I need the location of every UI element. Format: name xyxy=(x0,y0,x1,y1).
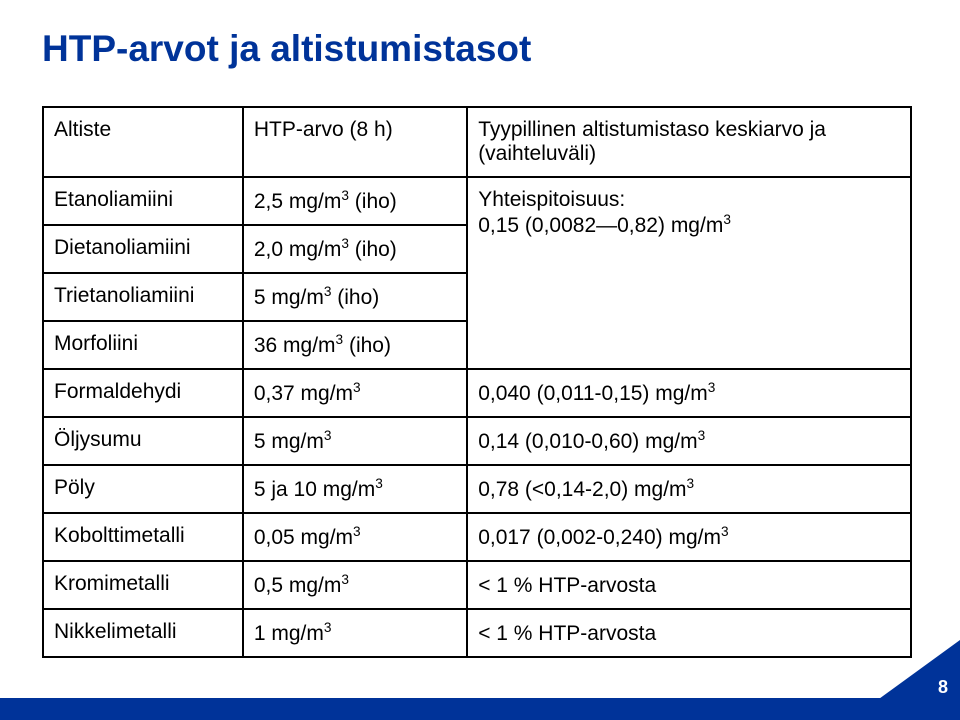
data-table: Altiste HTP-arvo (8 h) Tyypillinen altis… xyxy=(42,106,912,658)
val-pre: 5 mg/m xyxy=(254,286,324,309)
res-pre: < 1 % HTP-arvosta xyxy=(478,622,656,645)
slide: HTP-arvot ja altistumistasot Altiste HTP… xyxy=(0,0,960,658)
val-sup: 3 xyxy=(353,524,361,539)
cell-htp-value: 2,5 mg/m3 (iho) xyxy=(243,177,467,225)
val-pre: 2,0 mg/m xyxy=(254,238,342,261)
val-sup: 3 xyxy=(336,332,344,347)
cell-merged-result: Yhteispitoisuus: 0,15 (0,0082—0,82) mg/m… xyxy=(467,177,911,369)
cell-htp-value: 2,0 mg/m3 (iho) xyxy=(243,225,467,273)
footer-bar xyxy=(0,698,960,720)
cell-substance: Kobolttimetalli xyxy=(43,513,243,561)
res-sup: 3 xyxy=(698,428,706,443)
cell-result: 0,14 (0,010-0,60) mg/m3 xyxy=(467,417,911,465)
cell-substance: Morfoliini xyxy=(43,321,243,369)
cell-substance: Dietanoliamiini xyxy=(43,225,243,273)
val-pre: 2,5 mg/m xyxy=(254,190,342,213)
cell-substance: Trietanoliamiini xyxy=(43,273,243,321)
cell-substance: Formaldehydi xyxy=(43,369,243,417)
res-sup: 3 xyxy=(721,524,729,539)
cell-result: 0,78 (<0,14-2,0) mg/m3 xyxy=(467,465,911,513)
res-pre: 0,14 (0,010-0,60) mg/m xyxy=(478,430,697,453)
val-sup: 3 xyxy=(324,428,332,443)
val-pre: 0,37 mg/m xyxy=(254,382,353,405)
val-sup: 3 xyxy=(353,380,361,395)
table-header-row: Altiste HTP-arvo (8 h) Tyypillinen altis… xyxy=(43,107,911,177)
cell-htp-value: 5 mg/m3 xyxy=(243,417,467,465)
slide-title: HTP-arvot ja altistumistasot xyxy=(42,28,918,70)
cell-htp-value: 0,37 mg/m3 xyxy=(243,369,467,417)
table-row: Kobolttimetalli 0,05 mg/m3 0,017 (0,002-… xyxy=(43,513,911,561)
res-sup: 3 xyxy=(687,476,695,491)
table-row: Etanoliamiini 2,5 mg/m3 (iho) Yhteispito… xyxy=(43,177,911,225)
cell-htp-value: 1 mg/m3 xyxy=(243,609,467,657)
cell-substance: Nikkelimetalli xyxy=(43,609,243,657)
cell-htp-value: 36 mg/m3 (iho) xyxy=(243,321,467,369)
val-post: (iho) xyxy=(349,238,397,261)
merged-line1: Yhteispitoisuus: xyxy=(478,188,625,211)
res-sup: 3 xyxy=(708,380,716,395)
cell-substance: Etanoliamiini xyxy=(43,177,243,225)
res-pre: 0,017 (0,002-0,240) mg/m xyxy=(478,526,721,549)
val-post: (iho) xyxy=(331,286,379,309)
cell-htp-value: 0,5 mg/m3 xyxy=(243,561,467,609)
val-sup: 3 xyxy=(341,236,349,251)
table-row: Kromimetalli 0,5 mg/m3 < 1 % HTP-arvosta xyxy=(43,561,911,609)
cell-htp-value: 5 mg/m3 (iho) xyxy=(243,273,467,321)
val-pre: 0,05 mg/m xyxy=(254,526,353,549)
cell-htp-value: 5 ja 10 mg/m3 xyxy=(243,465,467,513)
table-row: Öljysumu 5 mg/m3 0,14 (0,010-0,60) mg/m3 xyxy=(43,417,911,465)
val-post: (iho) xyxy=(349,190,397,213)
val-sup: 3 xyxy=(375,476,383,491)
table-row: Nikkelimetalli 1 mg/m3 < 1 % HTP-arvosta xyxy=(43,609,911,657)
val-pre: 36 mg/m xyxy=(254,334,336,357)
table-row: Pöly 5 ja 10 mg/m3 0,78 (<0,14-2,0) mg/m… xyxy=(43,465,911,513)
val-post: (iho) xyxy=(343,334,391,357)
cell-htp-value: 0,05 mg/m3 xyxy=(243,513,467,561)
merged-line2-sup: 3 xyxy=(723,212,731,227)
cell-substance: Kromimetalli xyxy=(43,561,243,609)
val-sup: 3 xyxy=(341,188,349,203)
header-col-altiste: Altiste xyxy=(43,107,243,177)
cell-result: < 1 % HTP-arvosta xyxy=(467,609,911,657)
cell-result: 0,017 (0,002-0,240) mg/m3 xyxy=(467,513,911,561)
table-row: Formaldehydi 0,37 mg/m3 0,040 (0,011-0,1… xyxy=(43,369,911,417)
val-sup: 3 xyxy=(324,620,332,635)
header-col-htp: HTP-arvo (8 h) xyxy=(243,107,467,177)
cell-substance: Pöly xyxy=(43,465,243,513)
page-number: 8 xyxy=(938,677,948,698)
res-pre: 0,040 (0,011-0,15) mg/m xyxy=(478,382,708,405)
res-pre: < 1 % HTP-arvosta xyxy=(478,574,656,597)
cell-result: 0,040 (0,011-0,15) mg/m3 xyxy=(467,369,911,417)
cell-result: < 1 % HTP-arvosta xyxy=(467,561,911,609)
res-pre: 0,78 (<0,14-2,0) mg/m xyxy=(478,478,686,501)
val-pre: 0,5 mg/m xyxy=(254,574,342,597)
merged-line2-pre: 0,15 (0,0082—0,82) mg/m xyxy=(478,214,723,237)
val-sup: 3 xyxy=(341,572,349,587)
val-pre: 1 mg/m xyxy=(254,622,324,645)
val-pre: 5 mg/m xyxy=(254,430,324,453)
val-pre: 5 ja 10 mg/m xyxy=(254,478,375,501)
header-col-tyypillinen: Tyypillinen altistumistaso keskiarvo ja … xyxy=(467,107,911,177)
cell-substance: Öljysumu xyxy=(43,417,243,465)
